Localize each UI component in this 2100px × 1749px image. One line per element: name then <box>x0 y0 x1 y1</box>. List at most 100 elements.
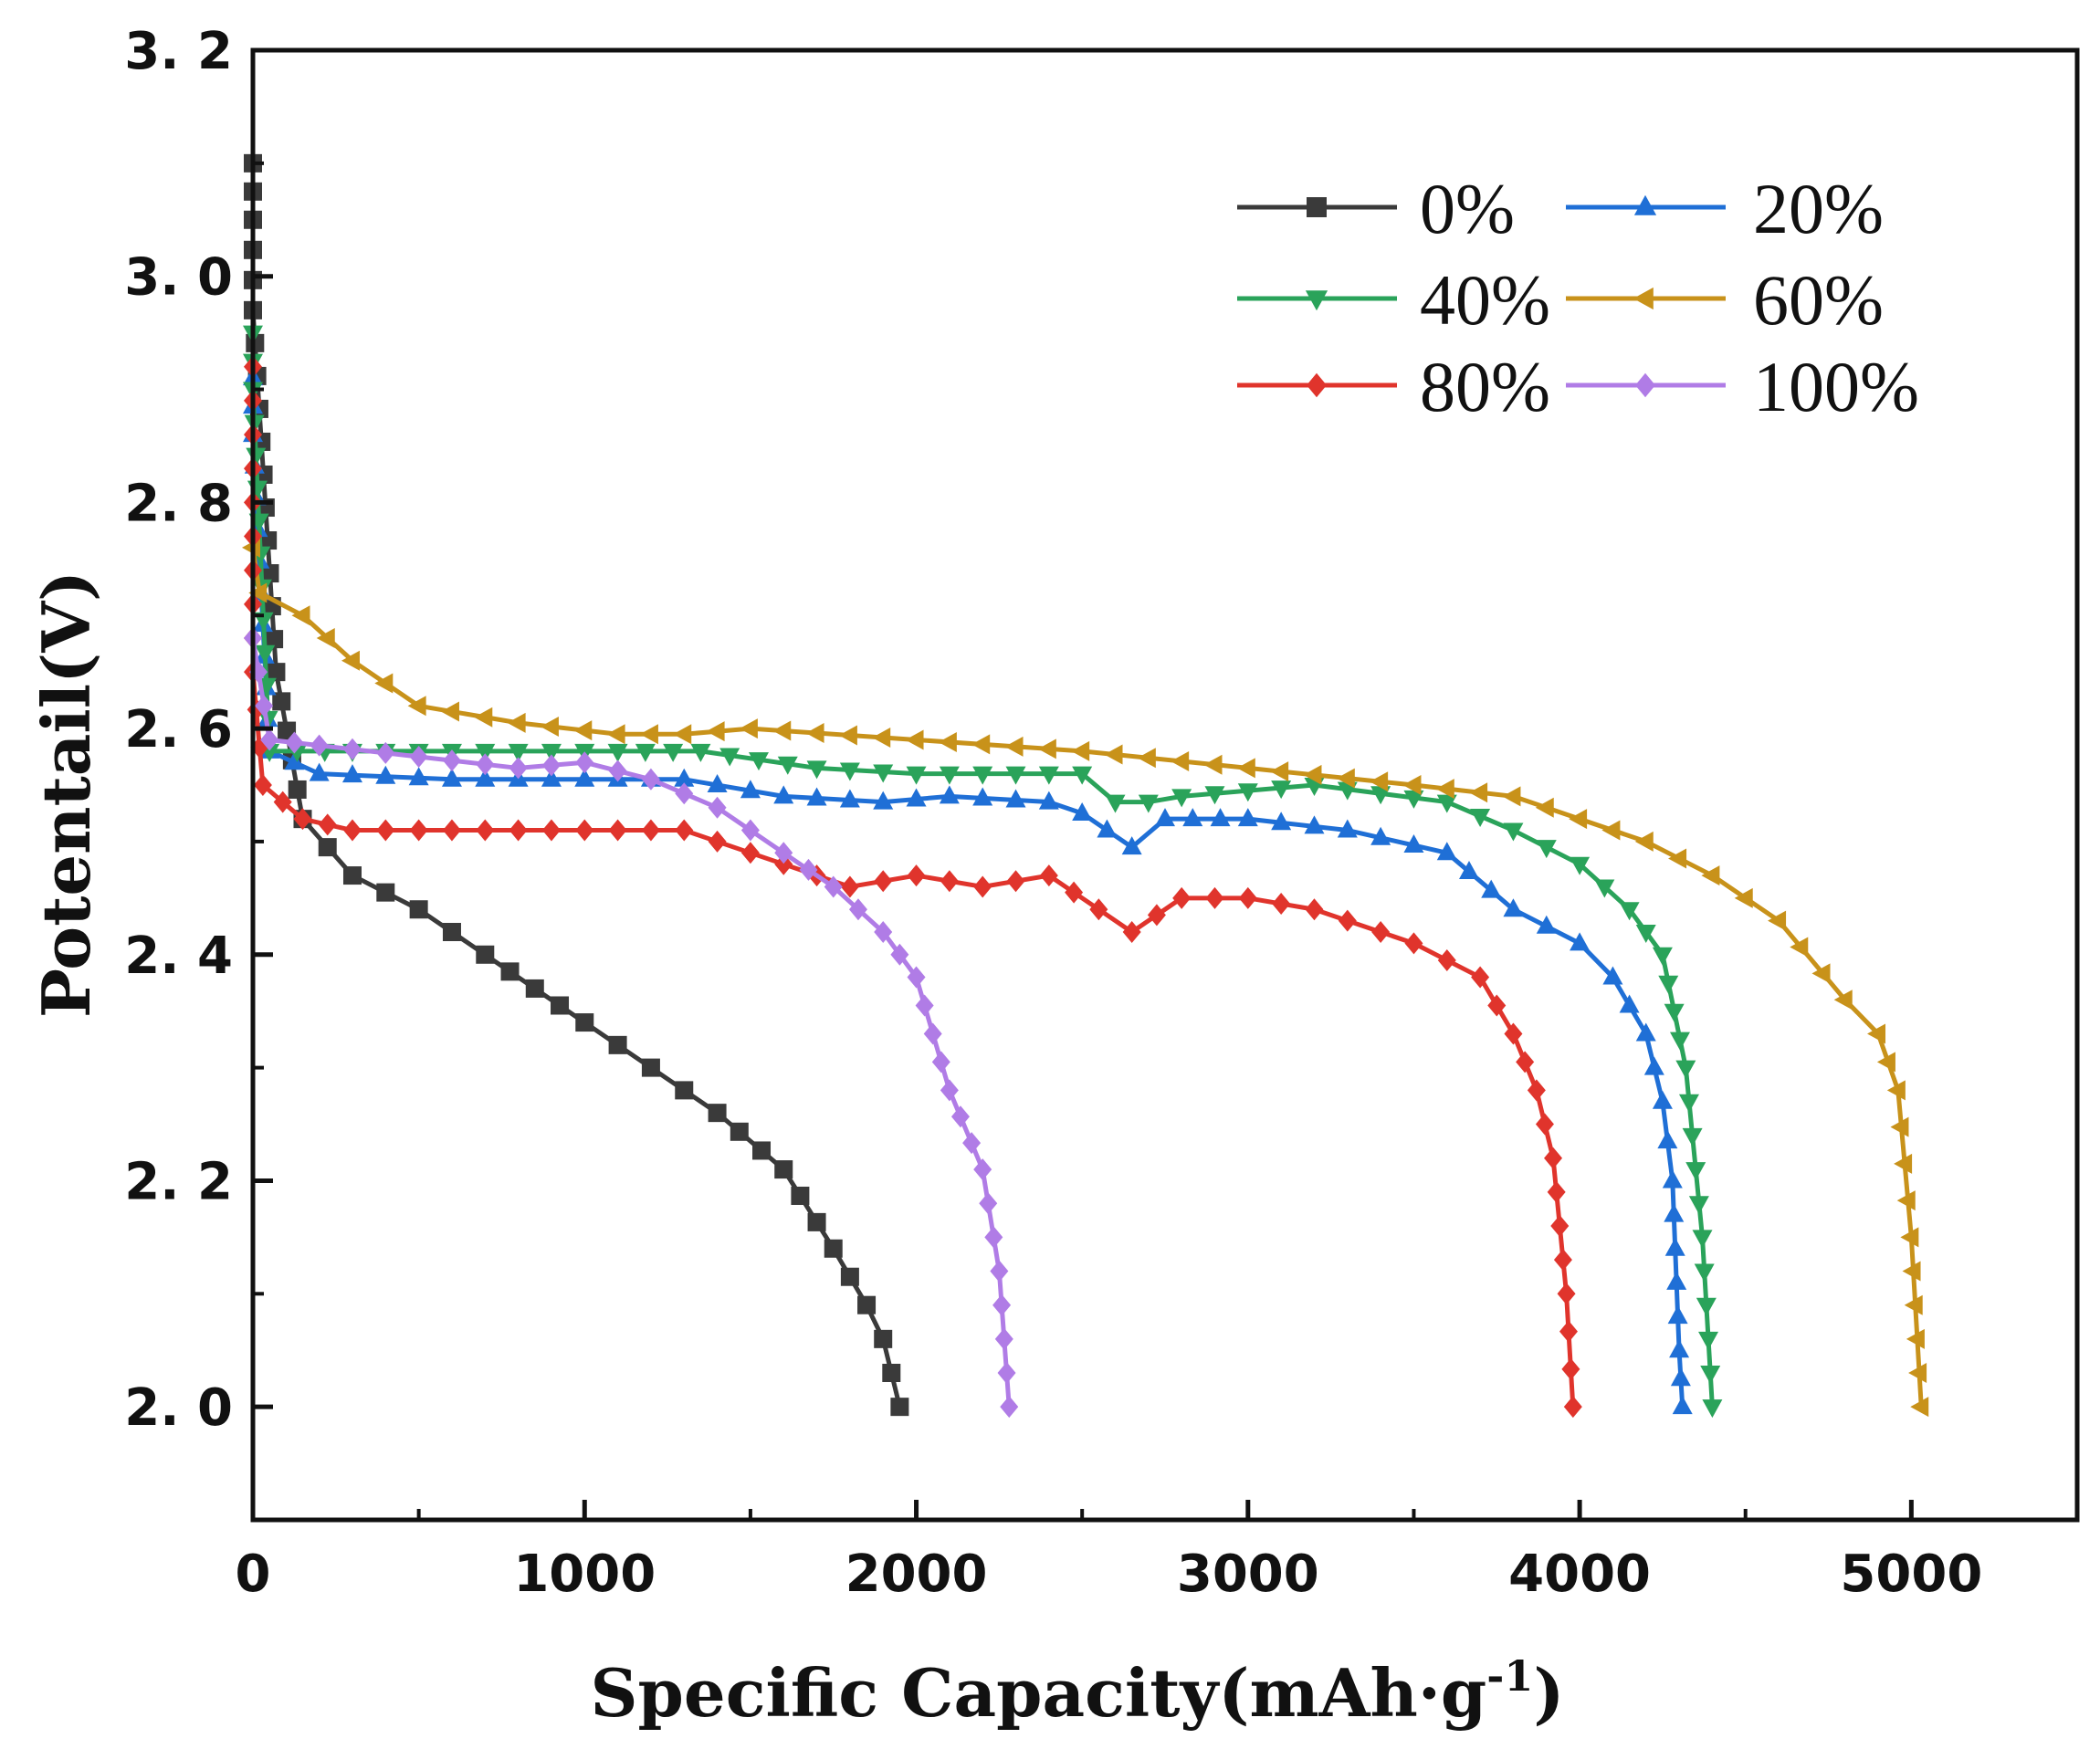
data-point <box>1688 1196 1709 1215</box>
data-point <box>1171 750 1190 771</box>
legend-marker <box>1633 194 1657 215</box>
data-point <box>1559 1320 1578 1343</box>
data-point <box>440 701 459 722</box>
data-point <box>1516 1051 1535 1073</box>
data-point <box>1698 1331 1719 1350</box>
data-point <box>807 1212 826 1231</box>
data-point <box>839 762 860 781</box>
data-point <box>1657 1130 1678 1149</box>
data-point <box>1437 948 1456 971</box>
data-point <box>1072 801 1093 821</box>
data-point <box>663 743 684 762</box>
data-point <box>824 1239 843 1258</box>
data-point <box>1700 1366 1721 1384</box>
series-20pct <box>243 367 1693 1415</box>
data-point <box>939 785 960 804</box>
data-point <box>708 796 727 819</box>
legend: 0% 20% 40% 60% 80% 100% <box>1237 169 1919 426</box>
data-point <box>740 780 761 799</box>
data-point <box>806 760 827 780</box>
data-point <box>376 819 395 842</box>
data-point <box>318 838 337 857</box>
data-point <box>475 768 496 787</box>
y-tick-label: 2. 6 <box>124 700 233 759</box>
data-point <box>690 743 711 762</box>
legend-label: 20% <box>1753 169 1884 248</box>
data-point <box>707 774 728 792</box>
data-point <box>541 743 562 762</box>
y-tick-label: 2. 8 <box>124 474 233 533</box>
x-tick-label: 5000 <box>1840 1545 1982 1604</box>
data-point <box>873 791 894 810</box>
legend-marker <box>1307 372 1327 398</box>
legend-label: 40% <box>1420 260 1550 340</box>
data-point <box>992 1293 1012 1316</box>
data-point <box>1668 848 1687 869</box>
data-point <box>1138 794 1159 813</box>
data-point <box>342 866 362 885</box>
data-point <box>1089 898 1108 921</box>
y-tick-label: 2. 2 <box>124 1152 233 1211</box>
data-point <box>1643 1056 1664 1075</box>
data-point <box>1547 1180 1566 1203</box>
data-point <box>285 731 304 754</box>
data-point <box>777 756 798 775</box>
data-point <box>673 724 692 745</box>
data-point <box>971 734 991 755</box>
data-point <box>1370 771 1389 792</box>
legend-item: 100% <box>1566 347 1919 426</box>
y-tick-label: 3. 2 <box>124 22 233 81</box>
data-point <box>990 1260 1009 1283</box>
data-point <box>309 762 330 781</box>
data-point <box>1436 794 1457 813</box>
data-point <box>606 724 625 745</box>
data-point <box>940 1079 959 1102</box>
data-point <box>310 734 329 757</box>
x-tick-label: 2000 <box>845 1545 988 1604</box>
data-point <box>551 996 570 1015</box>
data-point <box>824 875 843 898</box>
data-point <box>848 898 867 921</box>
data-point <box>674 768 695 787</box>
data-point <box>316 628 335 648</box>
data-point <box>1734 887 1753 908</box>
data-point <box>442 819 461 842</box>
data-point <box>442 749 461 772</box>
data-point <box>1876 1052 1895 1073</box>
data-point <box>1337 819 1358 838</box>
data-point <box>1536 915 1557 934</box>
data-point <box>940 870 959 893</box>
data-point <box>376 883 395 902</box>
data-point <box>1371 921 1391 943</box>
data-point <box>1685 1162 1706 1181</box>
data-point <box>507 712 526 733</box>
legend-label: 80% <box>1420 347 1550 426</box>
data-point <box>752 1141 772 1160</box>
data-point <box>1155 808 1175 827</box>
data-point <box>907 864 926 887</box>
data-point <box>907 966 926 989</box>
data-point <box>950 1105 970 1128</box>
data-point <box>291 605 310 626</box>
x-tick-label: 1000 <box>513 1545 656 1604</box>
data-point <box>293 808 312 831</box>
data-point <box>1527 1079 1546 1102</box>
data-point <box>1122 921 1141 943</box>
data-point <box>376 741 395 764</box>
data-point <box>1544 1147 1563 1169</box>
data-point <box>408 767 429 786</box>
data-point <box>500 962 520 981</box>
data-point <box>639 724 658 745</box>
data-point <box>267 663 286 682</box>
data-point <box>1402 775 1422 795</box>
data-point <box>1675 1060 1696 1079</box>
data-point <box>1894 1153 1913 1174</box>
data-point <box>253 774 272 796</box>
data-point <box>1104 744 1123 765</box>
data-point <box>972 787 993 806</box>
data-point <box>675 819 694 842</box>
data-point <box>441 768 462 787</box>
data-point <box>273 791 292 813</box>
data-point <box>1694 1263 1715 1283</box>
y-tick-label: 3. 0 <box>124 248 233 308</box>
